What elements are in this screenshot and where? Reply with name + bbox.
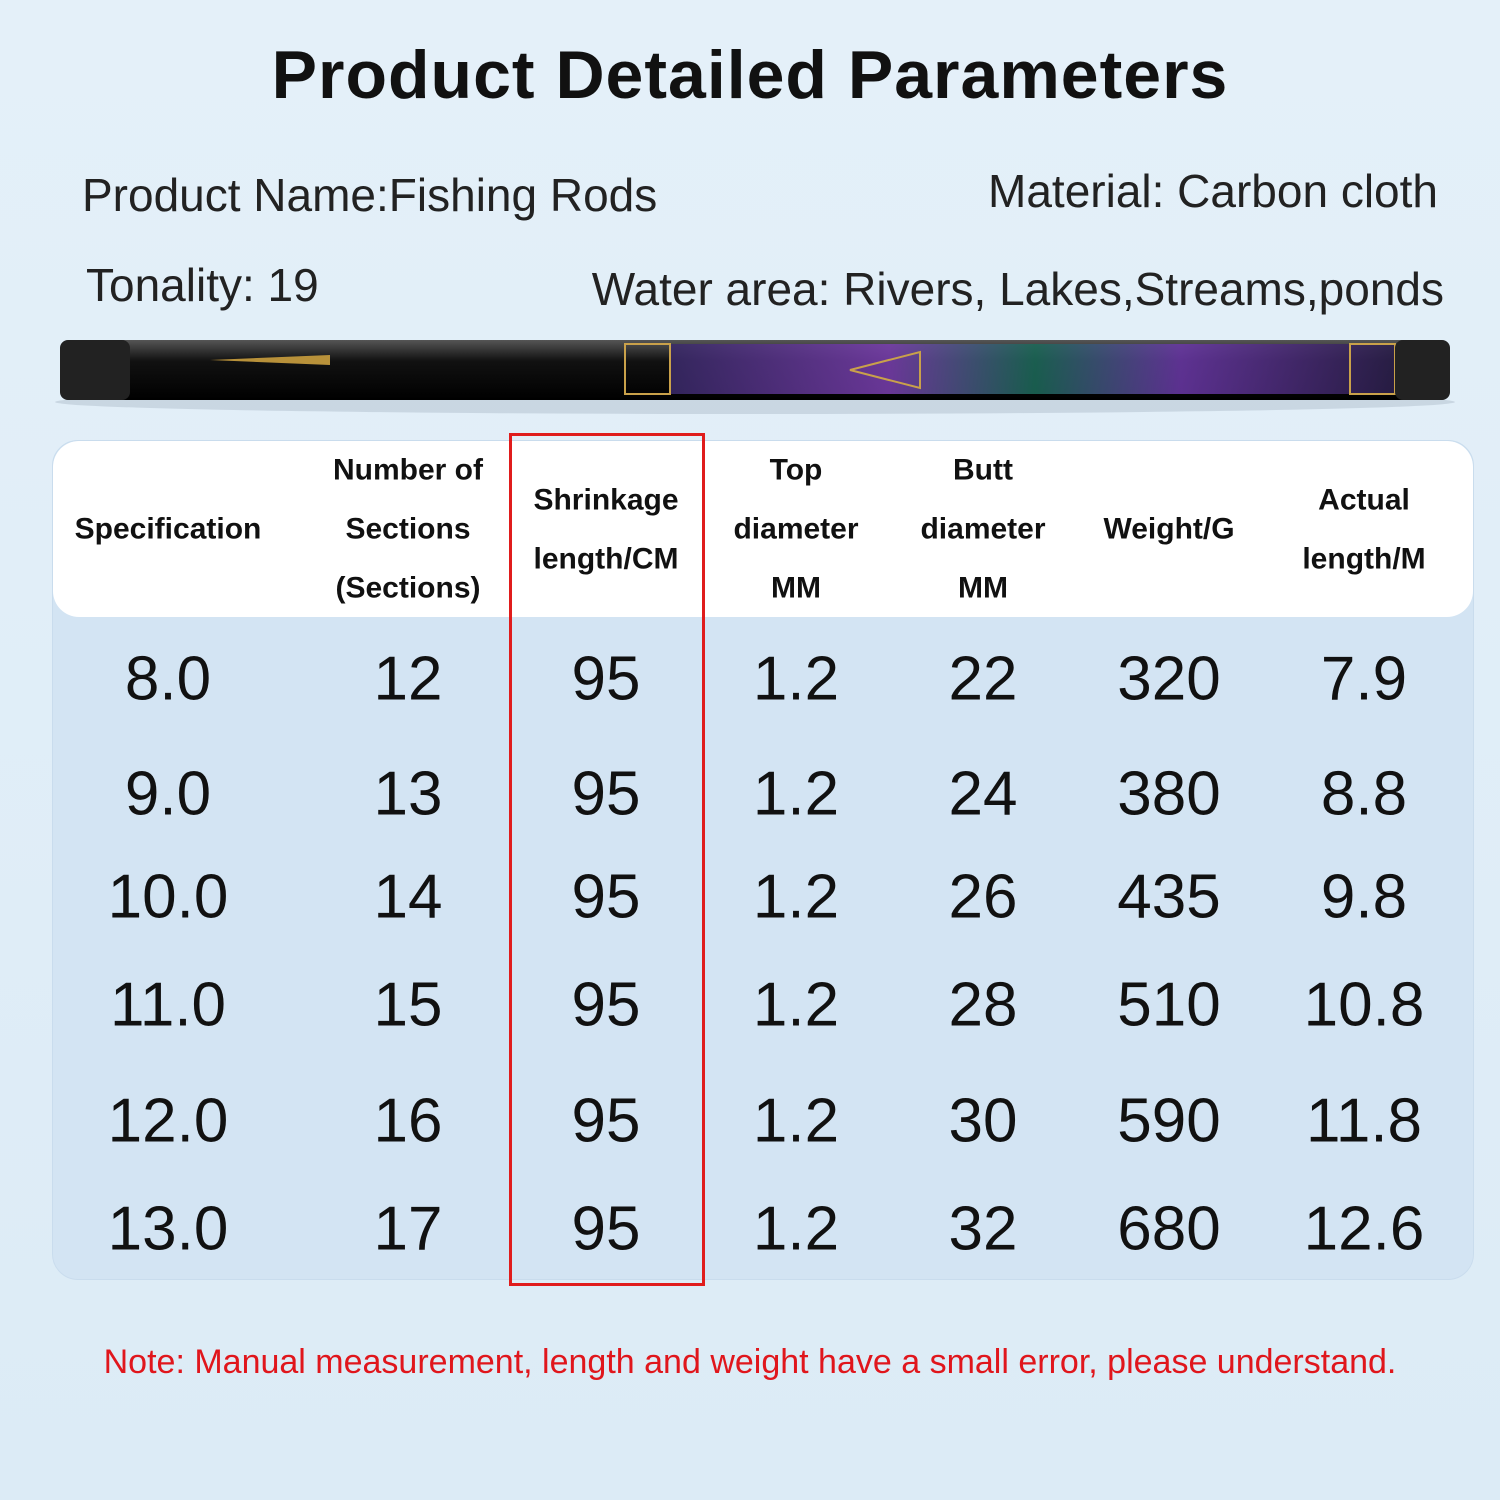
table-cell: 95	[571, 862, 641, 932]
table-cell: 8.8	[1320, 759, 1408, 829]
rod-image	[55, 340, 1455, 414]
table-cell: 95	[571, 970, 641, 1040]
column-header: Specification	[74, 512, 262, 546]
table-cell: 590	[1117, 1086, 1221, 1156]
column-header: Butt	[953, 453, 1013, 487]
table-cell: 435	[1117, 862, 1221, 932]
column-header: Weight/G	[1103, 512, 1235, 546]
column-header: length/CM	[533, 542, 679, 575]
table-cell: 1.2	[752, 1194, 840, 1264]
table-cell: 16	[373, 1086, 443, 1156]
table-cell: 95	[571, 1194, 641, 1264]
table-cell: 95	[571, 1086, 641, 1156]
table-cell: 28	[948, 970, 1018, 1040]
tonality: Tonality: 19	[86, 259, 319, 311]
table-cell: 1.2	[752, 644, 840, 714]
table-cell: 13.0	[107, 1194, 229, 1264]
table-cell: 26	[948, 862, 1018, 932]
table-cell: 510	[1117, 970, 1221, 1040]
note: Note: Manual measurement, length and wei…	[103, 1343, 1397, 1381]
table-cell: 7.9	[1320, 644, 1408, 714]
column-header: (Sections)	[335, 571, 481, 605]
table-cell: 9.0	[124, 759, 212, 829]
table-cell: 12.6	[1303, 1194, 1425, 1264]
table-cell: 13	[373, 759, 443, 829]
table-cell: 1.2	[752, 862, 840, 932]
table-cell: 11.0	[109, 970, 227, 1040]
table-cell: 10.8	[1303, 970, 1425, 1040]
column-header: diameter	[733, 512, 859, 546]
table-cell: 22	[948, 644, 1018, 714]
table-cell: 14	[373, 862, 443, 932]
table-cell: 680	[1117, 1194, 1221, 1264]
highlight-box	[509, 433, 705, 1286]
table-cell: 15	[373, 970, 443, 1040]
column-header: diameter	[920, 512, 1046, 546]
table-cell: 8.0	[124, 644, 212, 714]
table-cell: 1.2	[752, 970, 840, 1040]
table-cell: 30	[948, 1086, 1018, 1156]
title: Product Detailed Parameters	[271, 37, 1229, 113]
table-cell: 95	[571, 644, 641, 714]
column-header: Number of	[333, 453, 483, 487]
table-cell: 320	[1117, 644, 1221, 714]
table-cell: 12.0	[107, 1086, 229, 1156]
table-header: Specification Number of Sections (Sections)…	[53, 441, 1473, 617]
table-cell: 9.8	[1320, 862, 1408, 932]
table-cell: 11.8	[1305, 1086, 1423, 1156]
table-cell: 12	[373, 644, 443, 714]
column-header: Actual	[1318, 483, 1410, 516]
table-cell: 24	[948, 759, 1018, 829]
column-header: MM	[771, 571, 821, 605]
water-area: Water area: Rivers, Lakes,Streams,ponds	[591, 263, 1444, 315]
table-cell: 1.2	[752, 1086, 840, 1156]
table-cell: 10.0	[107, 862, 229, 932]
table-cell: 17	[373, 1194, 443, 1264]
table-cell: 380	[1117, 759, 1221, 829]
column-header: MM	[958, 571, 1008, 605]
column-header: Sections	[345, 512, 471, 546]
product-name: Product Name:Fishing Rods	[82, 169, 658, 221]
column-header: length/M	[1302, 542, 1426, 575]
table-cell: 32	[948, 1194, 1018, 1264]
table-cell: 95	[571, 759, 641, 829]
table-cell: 1.2	[752, 759, 840, 829]
spec-table: Specification Number of Sections (Sections)…	[52, 440, 1474, 1280]
material: Material: Carbon cloth	[988, 165, 1438, 217]
column-header: Shrinkage	[533, 483, 679, 516]
column-header: Top	[769, 453, 823, 487]
